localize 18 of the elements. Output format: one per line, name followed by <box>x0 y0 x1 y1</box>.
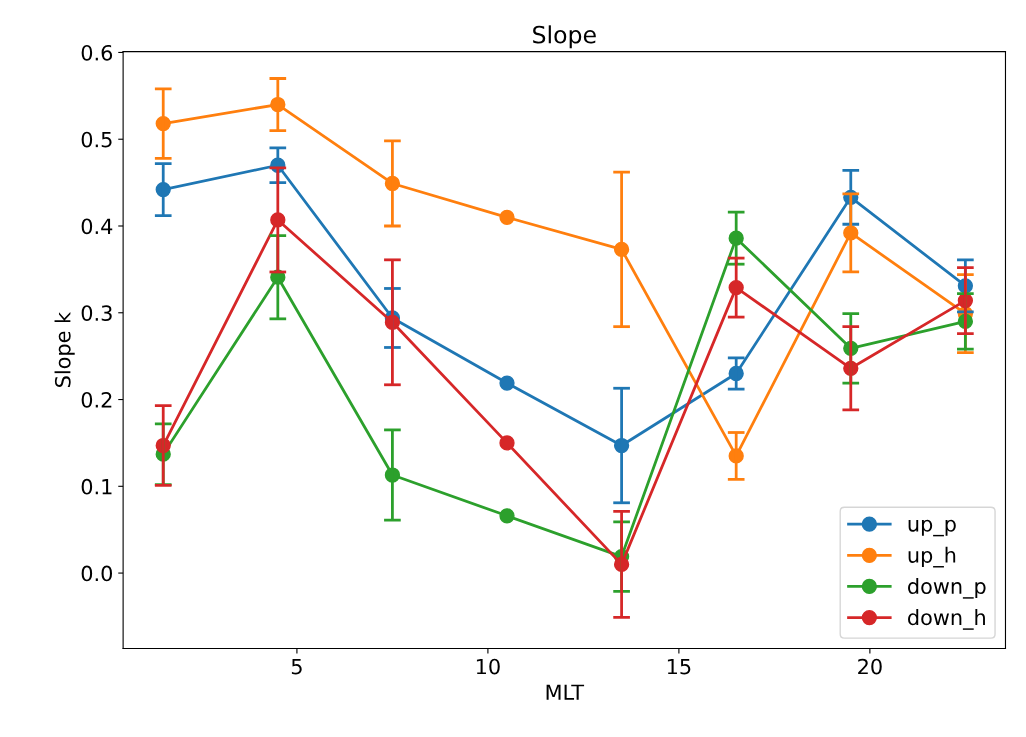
x-tick-label: 20 <box>858 658 882 675</box>
legend-label: up_h <box>908 546 956 568</box>
x-tick-label: 10 <box>476 658 500 675</box>
y-tick-label: 0.1 <box>81 478 112 495</box>
y-tick-label: 0.2 <box>81 391 112 408</box>
y-tick-label: 0.4 <box>81 218 113 235</box>
y-axis-title: Slope k <box>54 311 75 387</box>
x-tick-label: 15 <box>667 658 691 675</box>
y-tick-label: 0.0 <box>81 565 113 582</box>
legend-label: down_p <box>908 577 986 599</box>
x-tick-label: 5 <box>291 658 302 675</box>
legend-label: up_p <box>908 519 956 537</box>
y-tick-label: 0.5 <box>81 131 112 148</box>
legend-label: down_h <box>908 609 985 630</box>
x-axis-title: MLT <box>546 684 585 700</box>
y-tick-label: 0.3 <box>81 305 112 321</box>
chart-title: Slope <box>533 25 596 49</box>
y-tick-label: 0.6 <box>81 44 113 61</box>
